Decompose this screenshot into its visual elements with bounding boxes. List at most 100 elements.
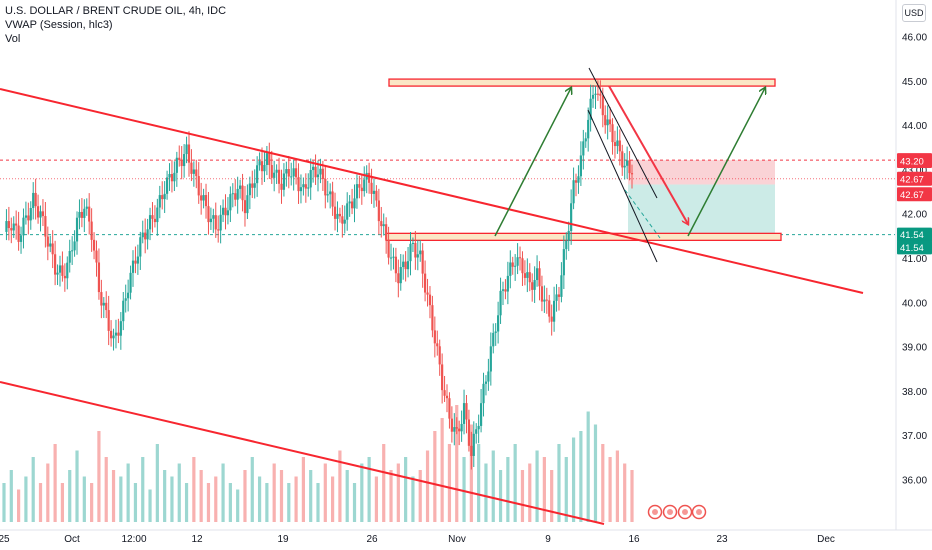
- price-tick-label: 39.00: [902, 343, 927, 354]
- candle-body: [107, 310, 110, 331]
- volume-bar: [68, 470, 72, 522]
- candle-body: [406, 261, 410, 270]
- candle-body: [621, 151, 624, 168]
- candle-body: [336, 213, 339, 219]
- candle-body: [516, 257, 519, 266]
- candle-body: [348, 201, 351, 204]
- candle-body: [506, 275, 509, 292]
- volume-bar: [411, 476, 415, 522]
- candle-body: [224, 207, 227, 216]
- projection-dashed-line: [624, 189, 661, 239]
- candle-body: [36, 206, 40, 218]
- volume-bar: [2, 483, 6, 522]
- candle-body: [319, 168, 322, 175]
- volume-bar: [97, 431, 101, 522]
- candle-body: [10, 228, 13, 231]
- currency-button[interactable]: USD: [902, 4, 926, 22]
- candle-body: [358, 184, 361, 188]
- volume-bar: [111, 470, 116, 522]
- candle-body: [122, 300, 125, 322]
- candle-body: [5, 221, 8, 232]
- candle-body: [280, 183, 283, 190]
- candle-body: [385, 224, 388, 240]
- candle-body: [158, 195, 161, 208]
- candle-body: [438, 346, 441, 365]
- candle-body: [321, 168, 324, 179]
- candle-body: [465, 403, 468, 420]
- candle-body: [73, 241, 76, 251]
- candle-body: [156, 207, 159, 223]
- volume-bar: [46, 463, 50, 522]
- candle-body: [187, 144, 191, 163]
- candle-body: [535, 268, 539, 281]
- candle-body: [80, 211, 83, 218]
- candle-body: [579, 155, 582, 177]
- volume-bar: [192, 457, 196, 522]
- volume-bar: [623, 463, 627, 522]
- candle-body: [574, 180, 578, 183]
- time-axis[interactable]: 25 Oct 12:00 12 19 26 Nov 9 16 23 Dec: [0, 529, 932, 545]
- candle-body: [32, 192, 35, 209]
- volume-bar: [279, 470, 284, 522]
- candle-body: [175, 157, 178, 173]
- candle-body: [472, 433, 475, 456]
- candle-body: [514, 265, 517, 267]
- volume-bar: [345, 470, 349, 522]
- candle-body: [511, 262, 514, 267]
- volume-bar: [236, 489, 240, 522]
- volume-bar: [382, 444, 386, 522]
- time-tick-label: 16: [628, 534, 640, 545]
- candle-body: [623, 165, 626, 168]
- volume-bar: [184, 483, 189, 522]
- volume-bar: [60, 483, 65, 522]
- candle-body: [424, 273, 427, 293]
- candle-body: [377, 200, 380, 222]
- symbol-title[interactable]: U.S. DOLLAR / BRENT CRUDE OIL, 4h, IDC: [5, 5, 227, 17]
- candle-body: [134, 260, 137, 264]
- volume-bar: [294, 476, 298, 522]
- volume-bar: [374, 476, 379, 522]
- candle-body: [27, 215, 30, 221]
- candle-body: [477, 425, 480, 430]
- candle-body: [567, 230, 570, 241]
- volume-bar: [396, 463, 400, 522]
- candle-body: [528, 272, 531, 283]
- candle-body: [56, 272, 59, 275]
- time-tick-label: 19: [277, 534, 289, 545]
- price-badge: [897, 154, 932, 169]
- drawing-tools[interactable]: [0, 67, 864, 525]
- candle-body: [100, 292, 103, 306]
- candle-body: [263, 164, 266, 172]
- candle-body: [599, 93, 602, 96]
- candle-body: [489, 346, 492, 372]
- volume-bar: [126, 463, 130, 522]
- candle-body: [304, 184, 307, 189]
- channel-lower-line: [587, 109, 658, 263]
- volume-bar: [170, 476, 174, 522]
- candle-body: [350, 201, 354, 209]
- volume-bar: [579, 431, 583, 522]
- volume-bar: [425, 450, 430, 522]
- indicator-vwap-label[interactable]: VWAP (Session, hlc3): [5, 19, 113, 31]
- candle-body: [44, 216, 47, 237]
- candle-body: [285, 169, 288, 174]
- candle-body: [170, 174, 174, 182]
- price-axis[interactable]: 46.00 45.00 44.00 43.00 42.00 41.00 40.00 39.00…: [895, 0, 927, 530]
- candle-body: [78, 211, 81, 218]
- candle-body: [570, 203, 573, 231]
- volume-bar: [404, 457, 408, 522]
- candle-body: [282, 173, 286, 190]
- candle-body: [591, 94, 595, 99]
- price-badge: [897, 227, 932, 242]
- candle-body: [533, 280, 536, 290]
- indicator-volume-label[interactable]: Vol: [5, 33, 21, 45]
- volume-bar: [462, 457, 466, 522]
- candle-body: [297, 177, 300, 192]
- candle-body: [331, 191, 334, 207]
- volume-bar: [257, 476, 262, 522]
- candle-body: [346, 203, 349, 220]
- candle-body: [630, 173, 634, 175]
- drawing-zones[interactable]: [0, 78, 895, 242]
- event-markers[interactable]: [647, 504, 707, 520]
